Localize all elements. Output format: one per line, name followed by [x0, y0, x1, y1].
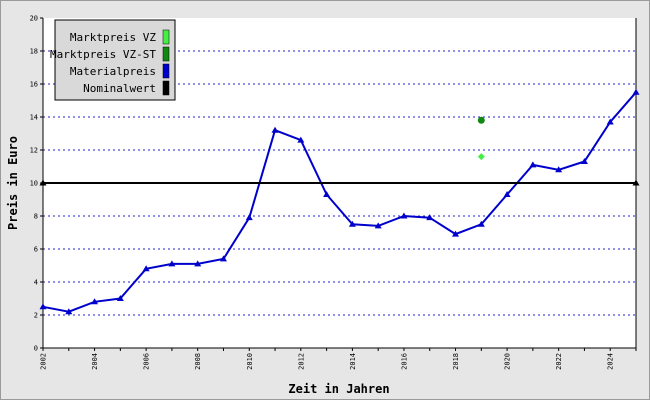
legend-swatch-marktpreis-vz [162, 29, 170, 45]
legend-swatch-nominalwert [162, 80, 170, 96]
point-materialpreis-2002 [39, 303, 47, 310]
legend-label-nominalwert: Nominalwert [83, 82, 156, 95]
point-materialpreis-2013 [323, 191, 331, 198]
y-axis-title: Preis in Euro [6, 136, 20, 230]
x-tick-label-2002: 2002 [40, 353, 48, 370]
point-materialpreis-2011 [271, 126, 279, 133]
series-line-materialpreis [42, 91, 637, 313]
point-materialpreis-2016 [400, 212, 408, 219]
legend: Marktpreis VZ Marktpreis VZ-ST Materialpre… [50, 19, 176, 101]
x-tick-label-2010: 2010 [246, 353, 254, 370]
x-tick-labels: 2002 2004 2006 2008 2010 2012 2014 2016 2018 2020… [40, 353, 615, 370]
point-materialpreis-2012 [297, 136, 305, 143]
legend-label-marktpreis-vz: Marktpreis VZ [70, 31, 156, 44]
legend-box [54, 19, 176, 101]
x-tick-label-2022: 2022 [555, 353, 563, 370]
x-tick-label-2008: 2008 [194, 353, 202, 370]
y-tick-label-0: 0 [34, 345, 38, 353]
point-materialpreis-2023 [580, 158, 588, 165]
point-materialpreis-2005 [116, 295, 124, 301]
y-tick-label-10: 10 [30, 180, 38, 188]
x-tick-label-2006: 2006 [143, 353, 151, 370]
y-tick-label-6: 6 [34, 246, 38, 254]
y-tick-label-8: 8 [34, 213, 38, 221]
y-tick-label-2: 2 [34, 312, 38, 320]
y-tick-label-4: 4 [34, 279, 38, 287]
legend-label-materialpreis: Materialpreis [70, 65, 156, 78]
x-tick-label-2004: 2004 [91, 353, 99, 370]
x-tick-label-2016: 2016 [400, 353, 408, 370]
x-tick-label-2014: 2014 [349, 353, 357, 370]
point-marktpreis-vz-2019 [477, 153, 485, 161]
x-tick-label-2012: 2012 [297, 353, 305, 370]
point-materialpreis-2021 [529, 161, 537, 168]
point-materialpreis-2025 [632, 88, 640, 95]
legend-swatch-materialpreis [162, 63, 170, 79]
point-materialpreis-2007 [168, 260, 176, 267]
legend-swatch-marktpreis-vz-st [162, 46, 170, 62]
series-markers [39, 88, 640, 315]
y-tick-label-12: 12 [30, 147, 38, 155]
point-materialpreis-2024 [606, 118, 614, 125]
point-materialpreis-2020 [503, 191, 511, 198]
point-materialpreis-2018 [452, 230, 460, 237]
point-materialpreis-2010 [245, 214, 253, 221]
point-materialpreis-2015 [374, 222, 382, 229]
point-materialpreis-2019 [477, 220, 485, 227]
y-tick-label-14: 14 [30, 114, 38, 122]
point-marktpreis-vz-st-2019 [477, 116, 485, 124]
point-materialpreis-2004 [91, 298, 99, 305]
point-nominalwert-2002 [39, 179, 47, 186]
x-tick-label-2020: 2020 [504, 353, 512, 370]
y-tick-label-18: 18 [30, 48, 38, 56]
point-materialpreis-2003 [65, 308, 73, 315]
x-tick-label-2024: 2024 [607, 353, 615, 370]
point-materialpreis-2009 [219, 255, 227, 262]
point-materialpreis-2014 [348, 220, 356, 227]
point-materialpreis-2017 [426, 214, 434, 221]
series-lines [42, 91, 637, 313]
x-tick-label-2018: 2018 [452, 353, 460, 370]
y-tick-label-16: 16 [30, 81, 38, 89]
point-nominalwert-2025 [632, 179, 640, 186]
point-materialpreis-2008 [194, 260, 202, 267]
point-materialpreis-2022 [555, 166, 563, 173]
point-materialpreis-2006 [142, 265, 150, 272]
y-tick-label-20: 20 [30, 15, 38, 23]
legend-label-marktpreis-vz-st: Marktpreis VZ-ST [50, 48, 156, 61]
x-axis-title: Zeit in Jahren [288, 382, 389, 396]
y-tick-labels: 0 2 4 6 8 10 12 14 16 18 20 [30, 15, 38, 353]
